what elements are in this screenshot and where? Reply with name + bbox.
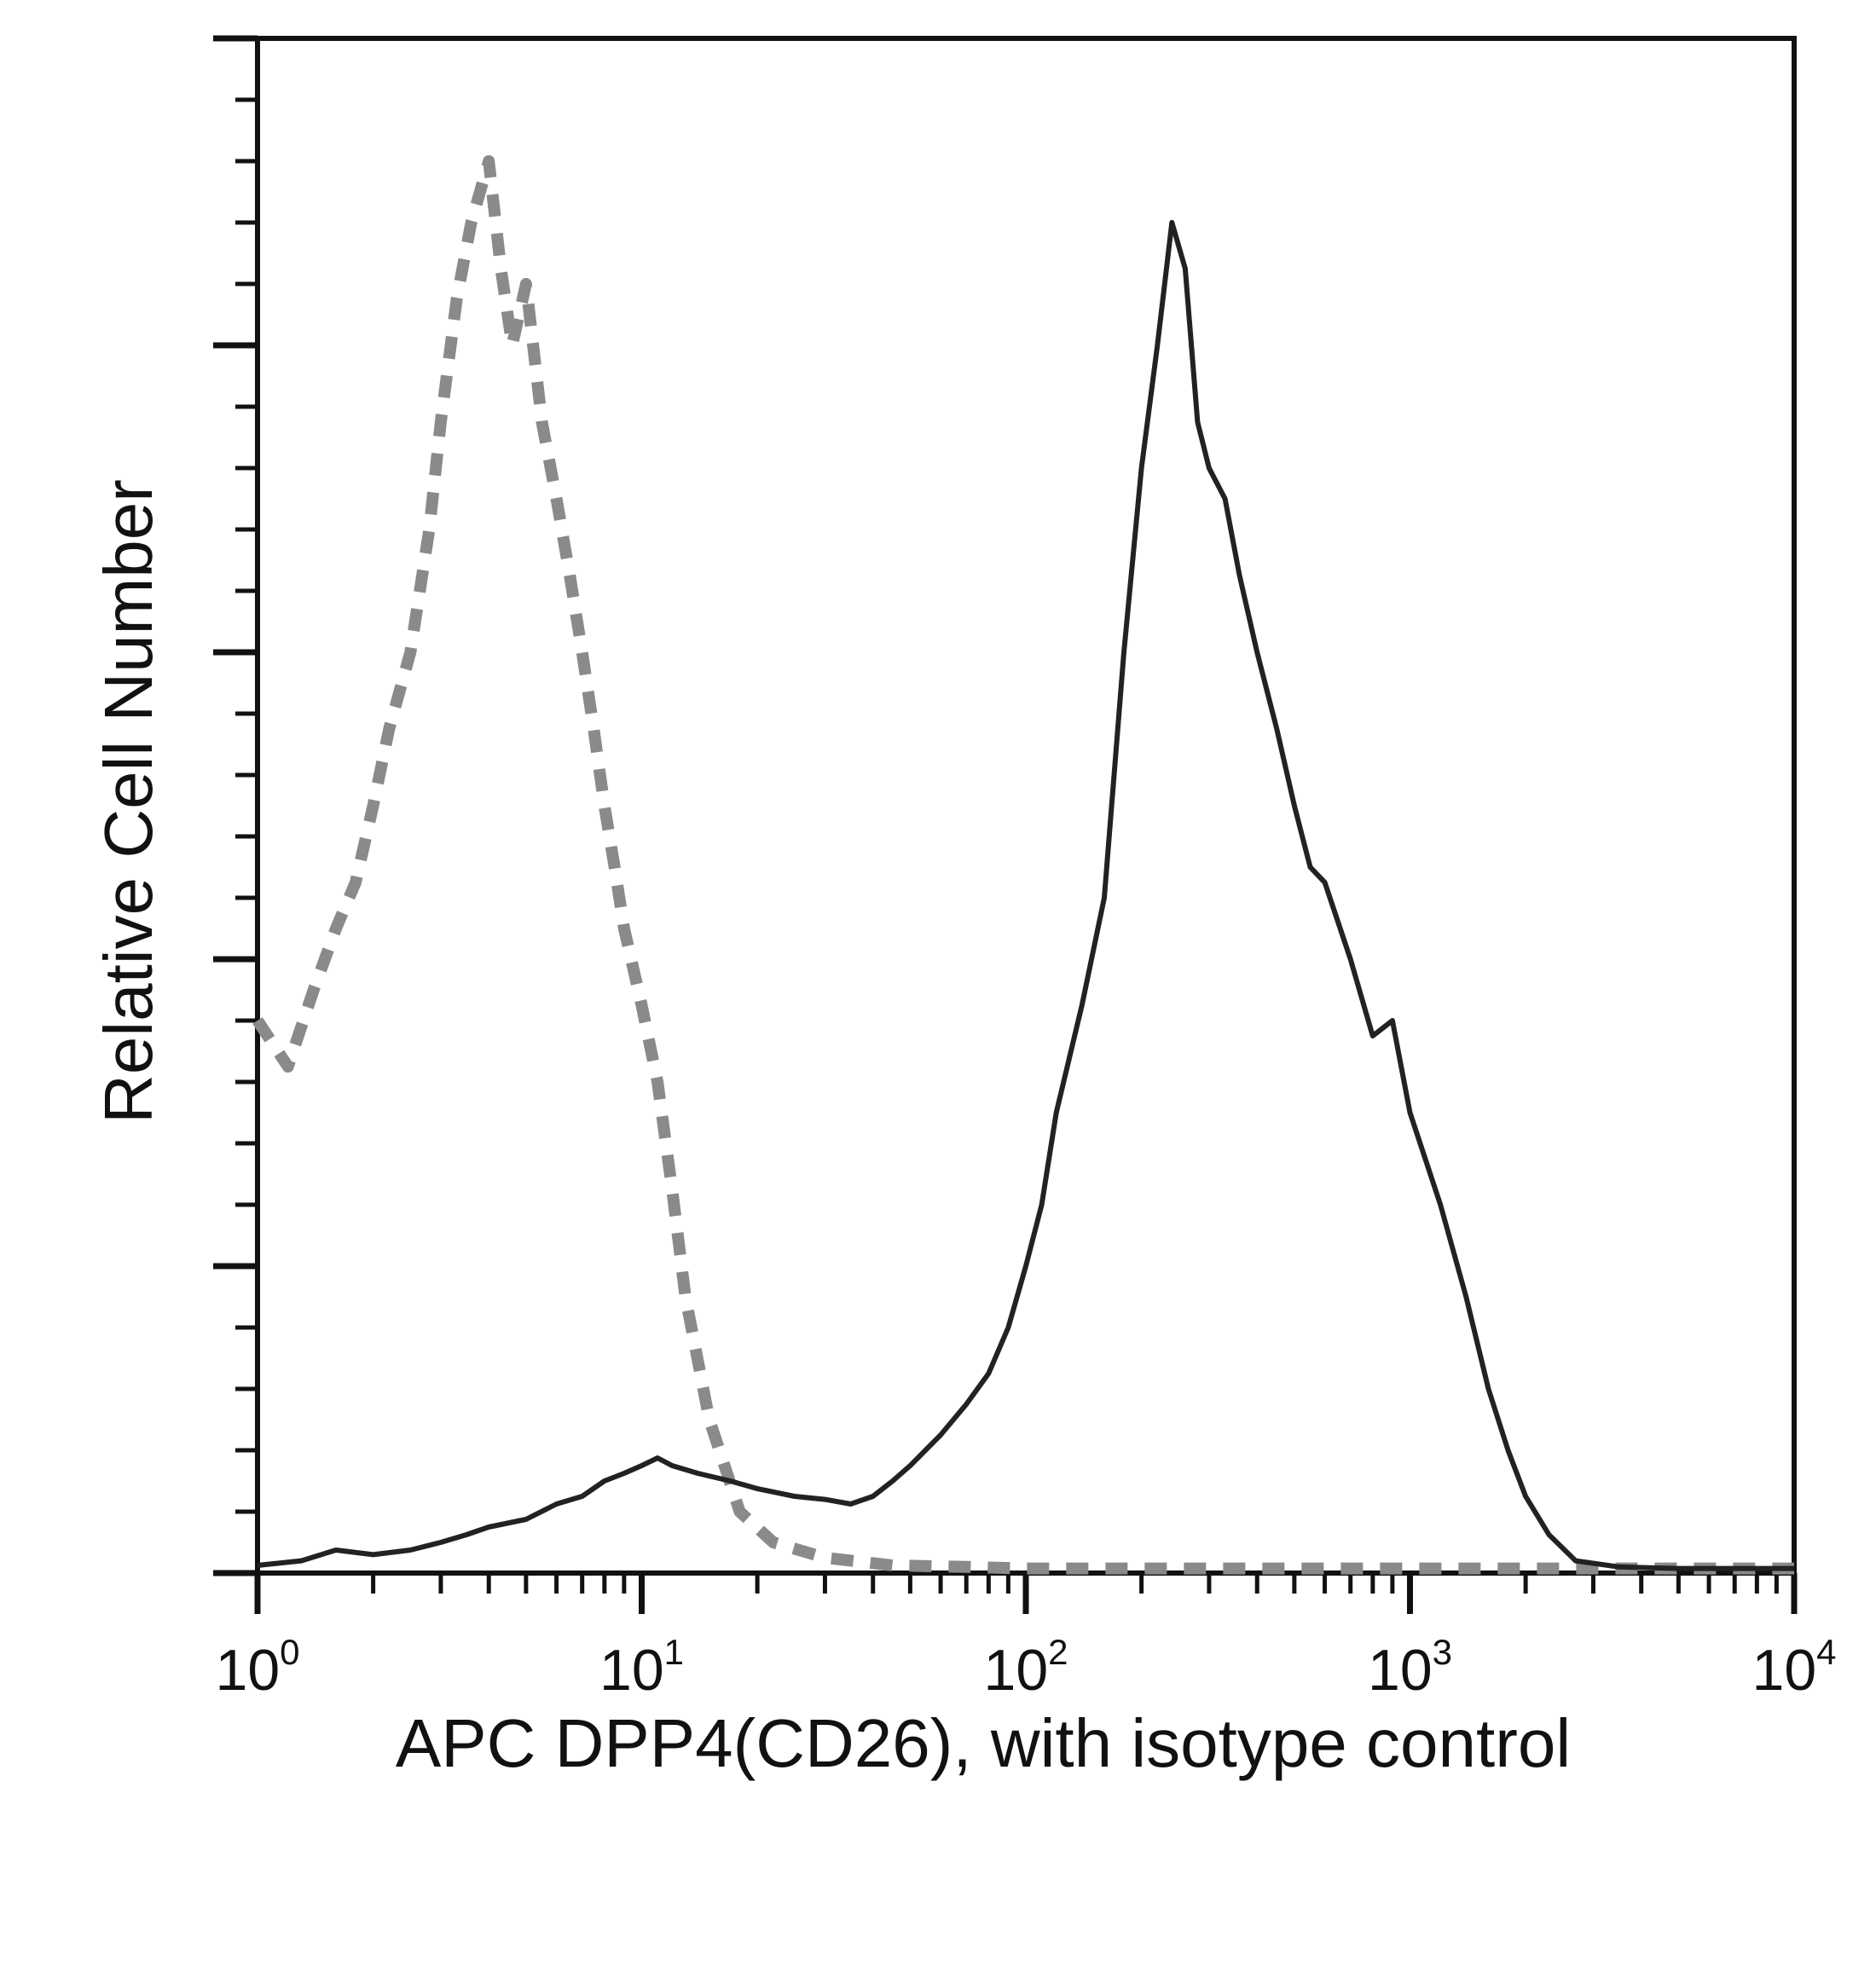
y-axis-label: Relative Cell Number	[90, 479, 166, 1124]
x-tick-label: 100	[216, 1632, 300, 1703]
dpp4-cd26-histogram	[257, 220, 1794, 1571]
x-axis-ticks	[254, 1573, 1798, 1614]
isotype-control-histogram	[252, 155, 1794, 1575]
x-tick-label: 104	[1752, 1632, 1837, 1703]
series-layer	[252, 155, 1794, 1575]
x-tick-label: 102	[984, 1632, 1068, 1703]
x-tick-label: 101	[599, 1632, 684, 1703]
x-axis-label: APC DPP4(CD26), with isotype control	[396, 1705, 1571, 1781]
y-axis-ticks	[213, 35, 258, 1576]
x-tick-label: 103	[1368, 1632, 1452, 1703]
x-axis-tick-labels: 100 101 102 103 104	[216, 1632, 1837, 1703]
plot-frame	[255, 36, 1797, 1576]
